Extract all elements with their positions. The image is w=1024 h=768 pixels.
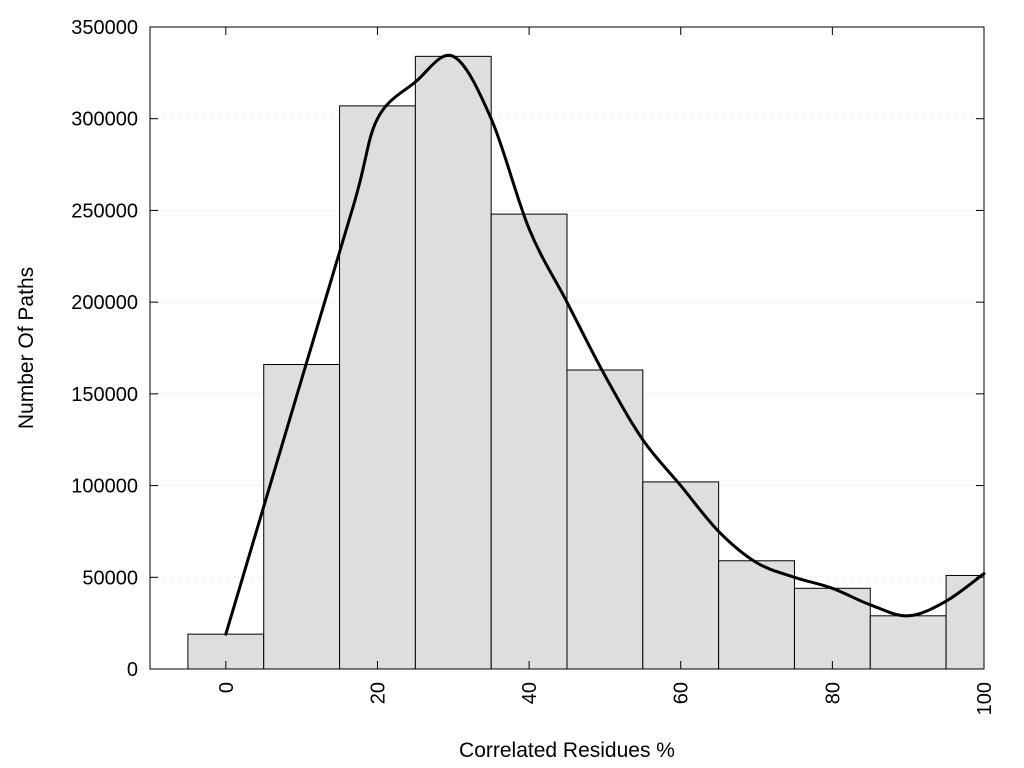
histogram-bar bbox=[945, 574, 985, 670]
y-tick-label: 50000 bbox=[82, 567, 138, 589]
x-tick-label: 60 bbox=[671, 682, 693, 704]
histogram-bar bbox=[718, 560, 795, 670]
x-tick-label: 80 bbox=[822, 682, 844, 704]
y-tick-label: 200000 bbox=[71, 292, 138, 314]
y-tick-label: 300000 bbox=[71, 109, 138, 131]
histogram-bar bbox=[414, 55, 492, 670]
x-tick-label: 20 bbox=[367, 682, 389, 704]
density-curve bbox=[224, 53, 986, 636]
plot-frame bbox=[149, 26, 985, 670]
histogram-bar bbox=[263, 364, 341, 670]
histogram-bar bbox=[339, 105, 416, 670]
x-axis-label: Correlated Residues % bbox=[459, 739, 675, 762]
y-axis-label: Number Of Paths bbox=[15, 267, 38, 429]
y-tick-label: 250000 bbox=[71, 200, 138, 222]
y-tick-label: 0 bbox=[127, 659, 138, 681]
x-tick-labels: 0 20 40 60 80 100 bbox=[216, 682, 996, 715]
x-tick-label: 0 bbox=[216, 682, 238, 693]
y-tick-label: 350000 bbox=[71, 17, 138, 39]
histogram-bar bbox=[566, 369, 644, 670]
y-tick-label: 150000 bbox=[71, 384, 138, 406]
y-tick-label: 100000 bbox=[71, 476, 138, 498]
histogram-bar bbox=[869, 615, 947, 670]
histogram-bar bbox=[642, 481, 720, 670]
axis-ticks bbox=[150, 26, 985, 670]
histogram-bars bbox=[187, 55, 985, 670]
x-tick-label: 40 bbox=[519, 682, 541, 704]
x-tick-label: 100 bbox=[974, 682, 996, 715]
y-tick-labels: 0 50000 100000 150000 200000 250000 300000 3500… bbox=[71, 17, 138, 681]
